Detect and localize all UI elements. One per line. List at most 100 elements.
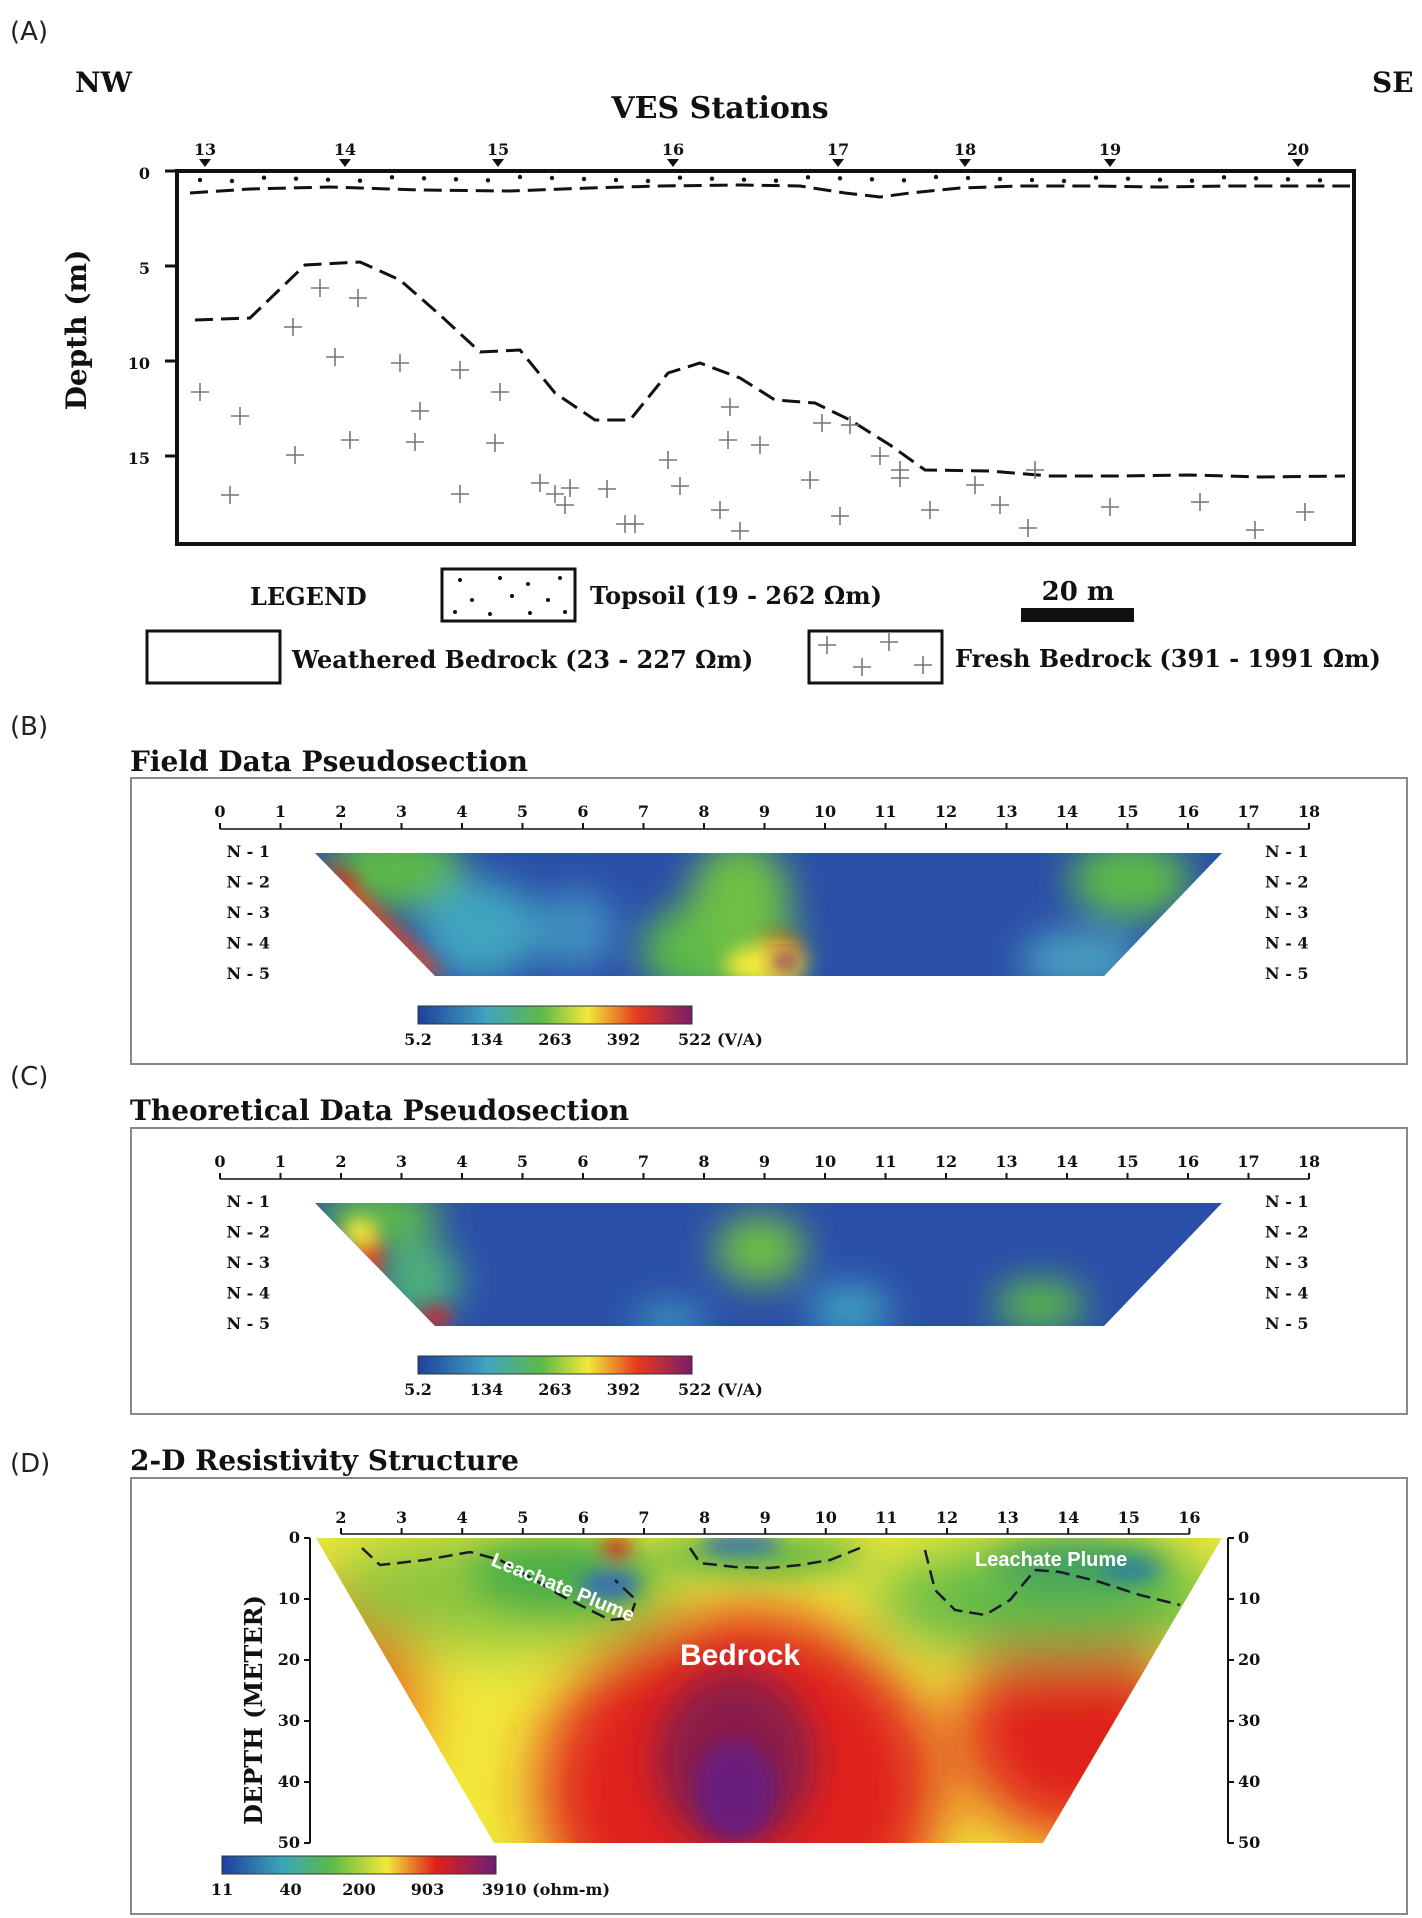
x-tick-label: 15 [1116, 802, 1138, 821]
topsoil-dot [1157, 177, 1163, 182]
bedrock-cross [221, 486, 239, 504]
x-tick-label: 13 [995, 1152, 1017, 1171]
x-tick-label: 7 [638, 802, 649, 821]
depth-tick-label: 10 [128, 354, 150, 373]
topsoil-dot [549, 175, 555, 181]
depth-tick-label-right: 50 [1238, 1833, 1260, 1852]
ves-station-marker [199, 159, 211, 167]
n-level-label-right: N - 4 [1265, 1284, 1309, 1303]
x-tick-label: 12 [935, 802, 957, 821]
bedrock-cross [751, 436, 769, 454]
bedrock-cross [191, 383, 209, 401]
n-level-label-left: N - 2 [226, 873, 270, 892]
fresh-bedrock-boundary [194, 260, 1346, 479]
topsoil-dot [1061, 178, 1067, 184]
topsoil-dot [645, 178, 651, 184]
legend-topsoil-swatch [440, 567, 577, 623]
n-level-label-left: N - 2 [226, 1223, 270, 1242]
topsoil-dot [837, 176, 843, 181]
x-tick-label: 10 [815, 1508, 837, 1527]
bedrock-cross [598, 480, 616, 498]
plume-label-right: Leachate Plume [975, 1549, 1127, 1571]
x-tick-label: 3 [396, 1508, 407, 1527]
depth-tick-label-right: 30 [1238, 1711, 1260, 1730]
legend-fresh-label: Fresh Bedrock (391 - 1991 Ωm) [955, 644, 1381, 673]
n-level-label-left: N - 5 [226, 964, 270, 983]
panel-b-colorbar-labels: 5.2 134 263 392 522 (V/A) [404, 1030, 763, 1049]
depth-tick-label-right: 10 [1238, 1589, 1260, 1608]
depth-tick-label: 0 [139, 164, 150, 183]
ves-station-label: 18 [954, 140, 976, 159]
n-level-label-right: N - 3 [1265, 1253, 1309, 1272]
topsoil-dot [1029, 177, 1035, 183]
x-tick-label: 10 [814, 802, 836, 821]
bedrock-cross [659, 451, 677, 469]
scale-bar-label: 20 m [1042, 577, 1115, 607]
colorbar-label: 392 [607, 1380, 640, 1399]
se-label: SE [1372, 66, 1414, 99]
field-pseudosection [315, 853, 1222, 976]
x-tick-label: 16 [1177, 802, 1199, 821]
topsoil-dot [965, 175, 971, 181]
x-tick-label: 6 [577, 802, 588, 821]
depth-tick-label-left: 10 [278, 1589, 300, 1608]
x-tick-label: 3 [396, 802, 407, 821]
section-frame [175, 169, 1356, 546]
x-tick-label: 4 [456, 802, 467, 821]
bedrock-cross [486, 434, 504, 452]
bedrock-cross [311, 279, 329, 297]
depth-axis-title: Depth (m) [60, 250, 93, 411]
x-tick-label: 2 [335, 802, 346, 821]
bedrock-cross [341, 431, 359, 449]
colorbar-label: 200 [342, 1880, 375, 1899]
x-tick-label: 8 [699, 1508, 710, 1527]
bedrock-cross [813, 414, 831, 432]
bedrock-cross [1019, 519, 1037, 537]
depth-tick-label: 5 [139, 259, 150, 278]
panel-c-label: (C) [10, 1062, 48, 1092]
x-tick-label: 18 [1298, 1152, 1320, 1171]
topsoil-dot [1189, 178, 1195, 183]
ves-station-marker [1104, 159, 1116, 167]
plume-outline-left [361, 1547, 638, 1622]
n-level-label-left: N - 4 [226, 934, 270, 953]
bedrock-cross [841, 416, 859, 434]
x-tick-label: 3 [396, 1152, 407, 1171]
x-tick-label: 1 [275, 802, 286, 821]
x-tick-label: 6 [578, 1508, 589, 1527]
x-tick-label: 5 [517, 1508, 528, 1527]
topsoil-dot [197, 177, 203, 183]
bedrock-cross [406, 433, 424, 451]
x-tick-label: 12 [935, 1152, 957, 1171]
topsoil-dot [229, 178, 235, 184]
nw-label: NW [75, 66, 133, 99]
bedrock-cross [966, 476, 984, 494]
bedrock-cross [1191, 493, 1209, 511]
n-level-label-right: N - 2 [1265, 873, 1309, 892]
n-level-label-right: N - 5 [1265, 964, 1309, 983]
bedrock-cross [831, 507, 849, 525]
topsoil-dot [1285, 177, 1291, 182]
bedrock-cross [671, 477, 689, 495]
bedrock-cross [491, 383, 509, 401]
bedrock-cross [391, 354, 409, 372]
panel-d-depth-axes: 0 0 10 10 20 20 30 30 40 40 50 50 [278, 1528, 1261, 1852]
ves-station-marker [1292, 159, 1304, 167]
topsoil-boundary [189, 183, 1350, 199]
topsoil-dot [1125, 176, 1131, 181]
ves-station-marker [832, 159, 844, 167]
ves-station-label: 20 [1287, 140, 1309, 159]
bedrock-cross [711, 501, 729, 519]
legend-topsoil-label: Topsoil (19 - 262 Ωm) [590, 581, 882, 610]
legend-title: LEGEND [250, 582, 367, 611]
x-tick-label: 16 [1177, 1152, 1199, 1171]
depth-tick-label-left: 30 [278, 1711, 300, 1730]
topsoil-dot [421, 176, 427, 181]
depth-tick-label-left: 0 [289, 1528, 300, 1547]
ves-station-label: 15 [487, 140, 509, 159]
bedrock-cross [451, 361, 469, 379]
colorbar-label: 263 [538, 1030, 571, 1049]
bedrock-cross [1296, 503, 1314, 521]
depth-tick-label-right: 40 [1238, 1772, 1260, 1791]
x-tick-label: 17 [1237, 1152, 1259, 1171]
